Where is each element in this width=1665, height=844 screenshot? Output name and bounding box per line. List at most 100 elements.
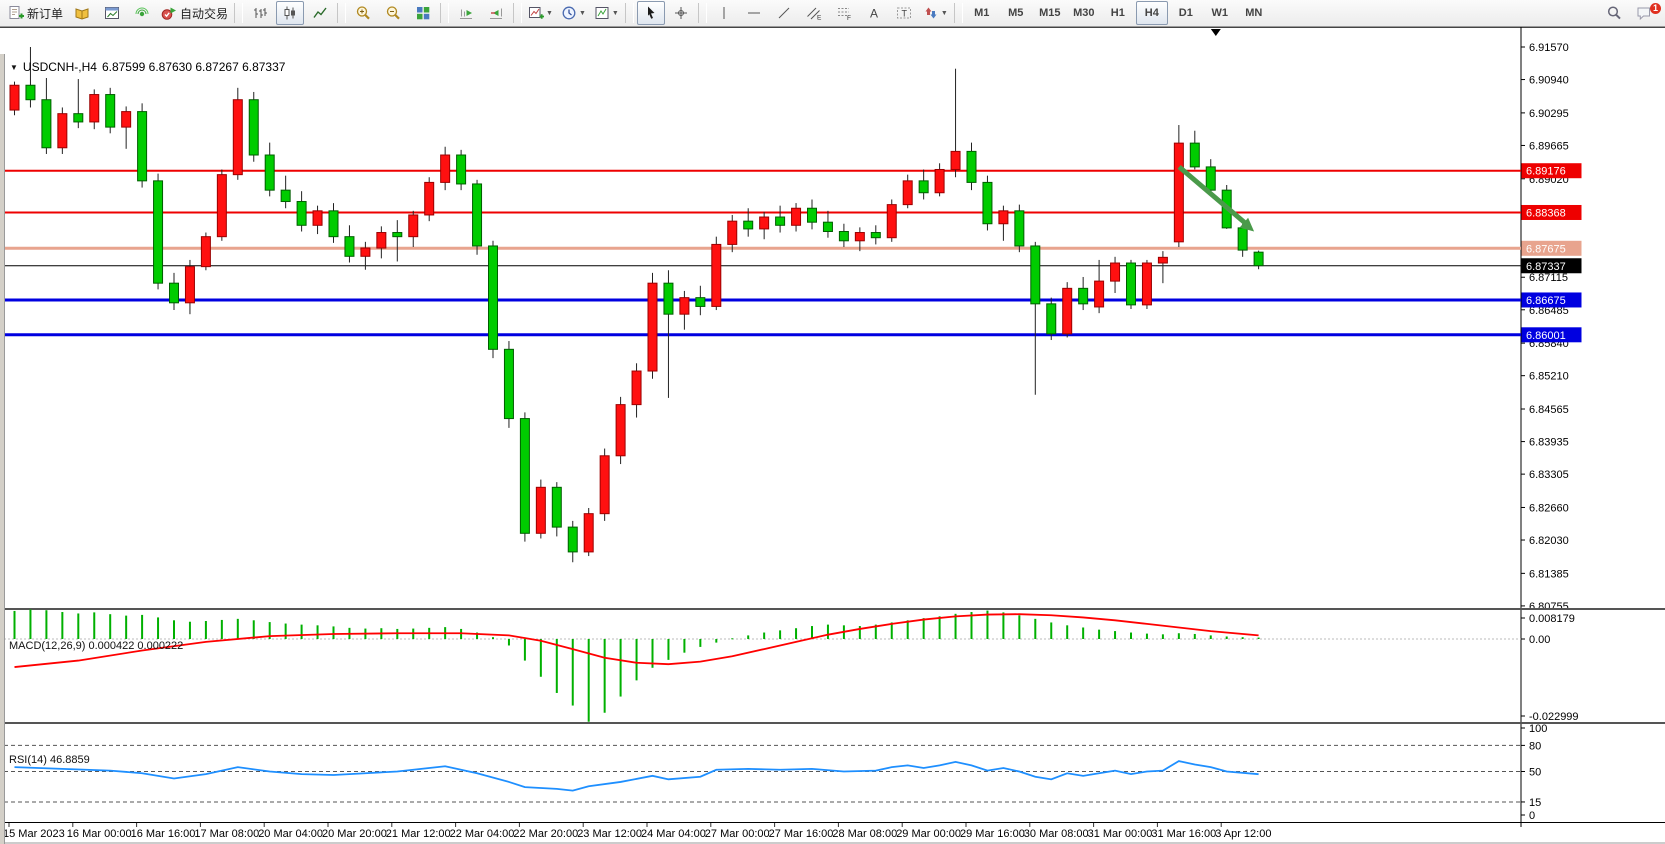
price-tick-label: 6.86485 <box>1529 305 1569 317</box>
timeframe-m1[interactable]: M1 <box>966 1 998 25</box>
dropdown-caret-icon[interactable]: ▼ <box>546 9 553 17</box>
signals-button[interactable] <box>128 1 156 25</box>
candle-body <box>424 181 435 216</box>
candle-body <box>73 113 84 123</box>
trend-arrow-head <box>1239 217 1255 232</box>
label-t-icon: T <box>896 7 911 19</box>
macd-histogram-bar <box>1177 633 1180 639</box>
dropdown-caret-icon[interactable]: ▼ <box>940 9 948 17</box>
chart-shift-marker-icon[interactable] <box>1210 29 1221 36</box>
macd-histogram-bar <box>970 612 973 639</box>
crosshair-icon <box>674 7 687 19</box>
chart-background[interactable] <box>4 27 1521 843</box>
indicators-button[interactable]: ▼ <box>525 1 556 25</box>
book-icon <box>75 8 89 20</box>
new-chart-button[interactable] <box>98 1 126 25</box>
text-button[interactable]: A <box>860 1 888 25</box>
new-order-button-label: 新订单 <box>27 6 64 21</box>
price-line-badge <box>1521 163 1582 179</box>
equidistant-channel-button[interactable]: E <box>800 1 828 25</box>
timeframe-mn[interactable]: MN <box>1238 1 1270 25</box>
new-order-icon <box>9 6 24 19</box>
dropdown-caret-icon[interactable]: ▼ <box>611 9 619 17</box>
candle-body <box>1253 251 1264 267</box>
candle-body <box>1141 262 1152 306</box>
timeframe-h1[interactable]: H1 <box>1102 1 1134 25</box>
horizontal-line-button[interactable] <box>740 1 768 25</box>
search-button[interactable] <box>1600 1 1628 25</box>
timeframe-m30[interactable]: M30 <box>1068 1 1100 25</box>
time-axis-label: 23 Mar 12:00 <box>577 828 642 840</box>
macd-histogram-bar <box>811 626 813 639</box>
candle-body <box>631 370 642 406</box>
arrows-button[interactable]: ▼ <box>920 1 951 25</box>
candle-body <box>535 486 546 534</box>
timeframe-w1[interactable]: W1 <box>1204 1 1236 25</box>
candle-body <box>9 84 20 111</box>
candle-body <box>727 220 738 245</box>
macd-histogram-bar <box>715 639 718 643</box>
timeframe-d1-label: D1 <box>1178 7 1193 19</box>
collapse-caret-icon[interactable]: ▼ <box>10 62 18 72</box>
macd-histogram-bar <box>731 638 734 640</box>
vertical-line-button[interactable] <box>710 1 738 25</box>
dropdown-caret-icon[interactable]: ▼ <box>578 9 586 17</box>
candle-body <box>934 168 945 194</box>
zoom-in-button[interactable] <box>349 1 377 25</box>
chart-shift-button[interactable] <box>482 1 510 25</box>
candle-body <box>280 189 291 203</box>
chat-button[interactable]: 1 <box>1630 1 1661 25</box>
templates-button[interactable]: ▼ <box>591 1 622 25</box>
periods-button[interactable]: ▼ <box>558 1 589 25</box>
market-depth-button[interactable] <box>68 1 96 25</box>
candle-body <box>519 418 530 534</box>
text-a-icon: A <box>870 7 878 21</box>
timeframe-d1[interactable]: D1 <box>1170 1 1202 25</box>
autotrade-button[interactable]: 自动交易 <box>158 1 231 25</box>
macd-histogram-bar <box>507 639 510 646</box>
tile-windows-button[interactable] <box>409 1 437 25</box>
timeframe-h4[interactable]: H4 <box>1135 1 1168 25</box>
macd-histogram-bar <box>1018 615 1021 639</box>
text-label-button[interactable]: T <box>890 1 918 25</box>
candles-button[interactable] <box>276 1 305 25</box>
macd-signal-line <box>14 613 1259 668</box>
crosshair-button[interactable] <box>667 1 695 25</box>
zoom-out-button[interactable] <box>379 1 407 25</box>
time-axis-label: 20 Mar 04:00 <box>258 828 323 840</box>
candle-body <box>1062 287 1073 335</box>
macd-histogram-bar <box>906 620 909 639</box>
price-tick-label: 6.91570 <box>1529 42 1569 54</box>
price-line-badge <box>1521 240 1582 256</box>
timeframe-m5[interactable]: M5 <box>1000 1 1032 25</box>
trend-arrow-annotation[interactable] <box>1177 164 1250 228</box>
candle-body <box>344 236 355 257</box>
macd-indicator-label: MACD(12,26,9) 0.000422 0.000222 <box>9 640 184 652</box>
candle-body <box>1078 287 1089 305</box>
macd-histogram-bar <box>13 610 16 639</box>
candle-body <box>296 201 307 226</box>
macd-histogram-bar <box>1257 637 1260 639</box>
candle-body <box>1205 166 1216 191</box>
auto-scroll-button[interactable] <box>452 1 480 25</box>
chart-window[interactable]: ▼ USDCNH-,H4 6.87599 6.87630 6.87267 6.8… <box>0 27 1665 844</box>
macd-histogram-bar <box>284 623 287 639</box>
new-order-button[interactable]: 新订单 <box>5 1 66 25</box>
chart-canvas[interactable]: 6.915706.909406.902956.896656.890206.871… <box>0 27 1665 844</box>
timeframe-m15[interactable]: M15 <box>1034 1 1066 25</box>
bars-button[interactable] <box>246 1 274 25</box>
cursor-button[interactable] <box>636 1 665 25</box>
macd-histogram-bar <box>332 626 335 639</box>
macd-histogram-bar <box>667 639 670 660</box>
macd-histogram-bar <box>252 620 255 639</box>
macd-histogram-bar <box>779 630 782 639</box>
candle-body <box>41 99 52 149</box>
candle-body <box>950 150 961 170</box>
channel-icon: E <box>806 7 822 21</box>
trendline-button[interactable] <box>770 1 798 25</box>
line-chart-button[interactable] <box>306 1 334 25</box>
fibonacci-button[interactable]: F <box>830 1 858 25</box>
macd-histogram-bar <box>141 614 144 639</box>
candle-body <box>870 232 881 239</box>
macd-histogram-bar <box>874 624 877 639</box>
